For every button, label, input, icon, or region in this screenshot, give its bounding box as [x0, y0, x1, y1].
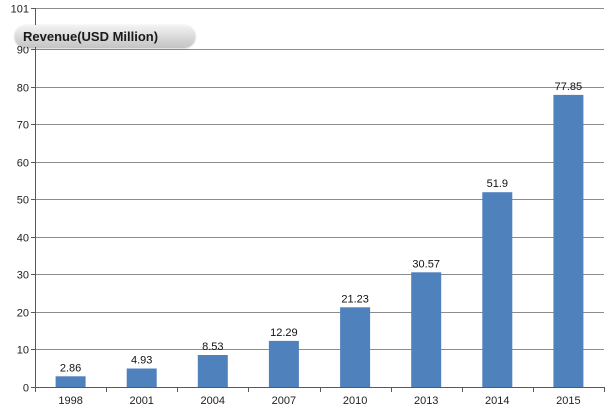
y-tick-label: 70 [17, 120, 29, 132]
y-tick-label: 50 [17, 195, 29, 207]
x-tick-label: 2007 [272, 395, 296, 405]
axes [35, 8, 605, 392]
data-label: 12.29 [270, 327, 298, 339]
y-tick-label: 60 [17, 158, 29, 170]
y-tick-labels: 0 10 20 30 40 50 60 70 80 90 101 [11, 4, 29, 395]
x-tick-label: 2014 [485, 395, 509, 405]
bars [55, 94, 584, 388]
y-tick-label: 80 [17, 83, 29, 95]
y-tick-label: 0 [23, 383, 29, 395]
legend: Revenue(USD Million) [15, 25, 195, 47]
data-label: 4.93 [131, 355, 152, 367]
x-tick-label: 2004 [201, 395, 225, 405]
y-tick-label: 30 [17, 270, 29, 282]
bar [482, 192, 513, 387]
data-label: 77.85 [555, 81, 583, 93]
y-tick-label: 101 [11, 4, 29, 16]
data-label: 51.9 [487, 178, 508, 190]
legend-series-name: Revenue(USD Million) [23, 28, 159, 44]
data-label: 21.23 [341, 293, 369, 305]
bar [197, 355, 228, 387]
x-tick-label: 2015 [556, 395, 580, 405]
bar [268, 340, 299, 387]
x-tick-label: 2010 [343, 395, 367, 405]
y-tick-label: 90 [17, 45, 29, 57]
bar [126, 368, 157, 387]
data-labels: 2.86 4.93 8.53 12.29 21.23 30.57 51.9 77.85 [60, 81, 582, 374]
y-tick-label: 40 [17, 233, 29, 245]
data-label: 2.86 [60, 362, 81, 374]
bar [55, 376, 86, 387]
x-tick-labels: 1998 2001 2004 2007 2010 2013 2014 2015 [58, 395, 580, 405]
x-tick-label: 2013 [414, 395, 438, 405]
y-tick-label: 20 [17, 308, 29, 320]
y-tick-label: 10 [17, 345, 29, 357]
gridlines [31, 8, 604, 388]
bar [411, 272, 442, 387]
x-tick-label: 1998 [58, 395, 82, 405]
x-tick-label: 2001 [129, 395, 153, 405]
bar [340, 307, 371, 387]
data-label: 8.53 [202, 341, 223, 353]
data-label: 30.57 [412, 258, 440, 270]
bar [553, 94, 584, 388]
